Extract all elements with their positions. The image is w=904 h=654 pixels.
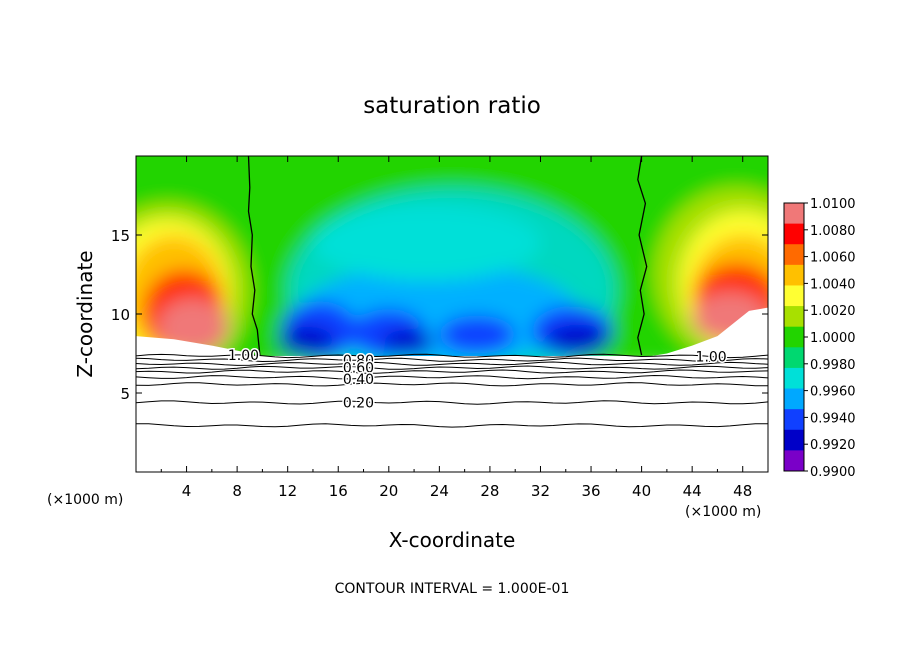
colorbar-swatch [784, 203, 804, 225]
colorbar-tick-label: 0.9960 [810, 385, 856, 400]
colorbar-swatch [784, 367, 804, 390]
center-upper-cyan [312, 204, 541, 281]
contour-line [136, 365, 768, 370]
center-navy-2 [382, 329, 434, 356]
colorbar-swatch [784, 326, 804, 348]
y-axis: 5 10 15 [111, 227, 768, 403]
contour-line [136, 361, 768, 366]
contour-1.00-right [637, 156, 648, 356]
contour-line [136, 374, 768, 380]
lower-clear-region [136, 356, 768, 472]
y-tick-label: 15 [111, 227, 130, 245]
colorbar-tick-label: 1.0080 [810, 224, 856, 239]
center-blue-3 [439, 315, 516, 354]
center-navy-3 [546, 325, 611, 354]
contour-label: 0.80 [343, 353, 374, 369]
x-tick-label: 16 [329, 482, 348, 500]
contour-line [136, 353, 768, 359]
plot-area: 1.00 1.00 0.800.600.40 0.20 [136, 156, 768, 472]
x-axis-label: X-coordinate [389, 528, 516, 552]
saturation-field [136, 156, 768, 393]
clear-gap-right [647, 307, 768, 357]
contour-label: 0.60 [343, 361, 374, 377]
colorbar-swatch [784, 450, 804, 472]
center-navy-1 [278, 326, 335, 356]
x-tick-label: 4 [182, 482, 192, 500]
contour-label: 1.00 [228, 348, 259, 364]
contour-label: 0.20 [343, 395, 374, 411]
colorbar-swatch [784, 429, 804, 451]
colorbar-swatch [784, 388, 804, 410]
chart-title: saturation ratio [363, 93, 541, 119]
contour-lines: 1.00 1.00 0.800.600.40 0.20 [136, 156, 768, 428]
colorbar-tick-label: 1.0040 [810, 277, 856, 292]
colorbar-tick-label: 1.0020 [810, 304, 856, 319]
colorbar-swatch [784, 244, 804, 266]
x-unit-right: (×1000 m) [685, 504, 761, 520]
y-tick-label: 5 [120, 385, 130, 403]
contour-interval-note: CONTOUR INTERVAL = 1.000E-01 [335, 581, 570, 597]
colorbar-tick-label: 1.0000 [810, 331, 856, 346]
contour-line [136, 423, 768, 428]
x-tick-label: 20 [379, 482, 398, 500]
colorbar: 1.0100 1.0080 1.0060 1.0040 1.0020 1.0000 0.99… [783, 197, 856, 480]
colorbar-swatch [784, 223, 804, 245]
x-tick-label: 40 [632, 482, 651, 500]
colorbar-swatch [784, 264, 804, 286]
x-axis: 4 8 12 16 20 24 28 32 36 40 44 48 [160, 156, 752, 500]
contour-label: 0.40 [343, 372, 374, 388]
x-tick-label: 8 [232, 482, 242, 500]
colorbar-swatch [784, 285, 804, 307]
x-tick-label: 44 [683, 482, 702, 500]
colorbar-swatch [784, 409, 804, 431]
colorbar-tick-label: 1.0100 [810, 197, 856, 212]
x-unit-left: (×1000 m) [47, 492, 123, 508]
x-tick-label: 48 [733, 482, 752, 500]
colorbar-tick-label: 0.9980 [810, 358, 856, 373]
contour-line [136, 400, 768, 405]
contour-line [136, 369, 768, 374]
contour-line [136, 357, 768, 363]
x-tick-label: 12 [278, 482, 297, 500]
colorbar-tick-label: 0.9940 [810, 411, 856, 426]
x-tick-label: 28 [480, 482, 499, 500]
colorbar-swatch [784, 347, 804, 369]
y-axis-label: Z-coordinate [73, 250, 97, 377]
contour-1.00-left [247, 156, 261, 356]
colorbar-tick-label: 0.9900 [810, 465, 856, 480]
field-shading [136, 156, 768, 393]
colorbar-tick-label: 1.0060 [810, 251, 856, 266]
x-tick-label: 36 [581, 482, 600, 500]
x-tick-label: 24 [430, 482, 449, 500]
contour-label: 1.00 [696, 350, 727, 366]
y-tick-label: 10 [111, 306, 130, 324]
contour-line [136, 382, 768, 387]
x-tick-label: 32 [531, 482, 550, 500]
colorbar-swatch [784, 306, 804, 328]
colorbar-tick-label: 0.9920 [810, 438, 856, 453]
clear-gap-left [136, 336, 258, 357]
